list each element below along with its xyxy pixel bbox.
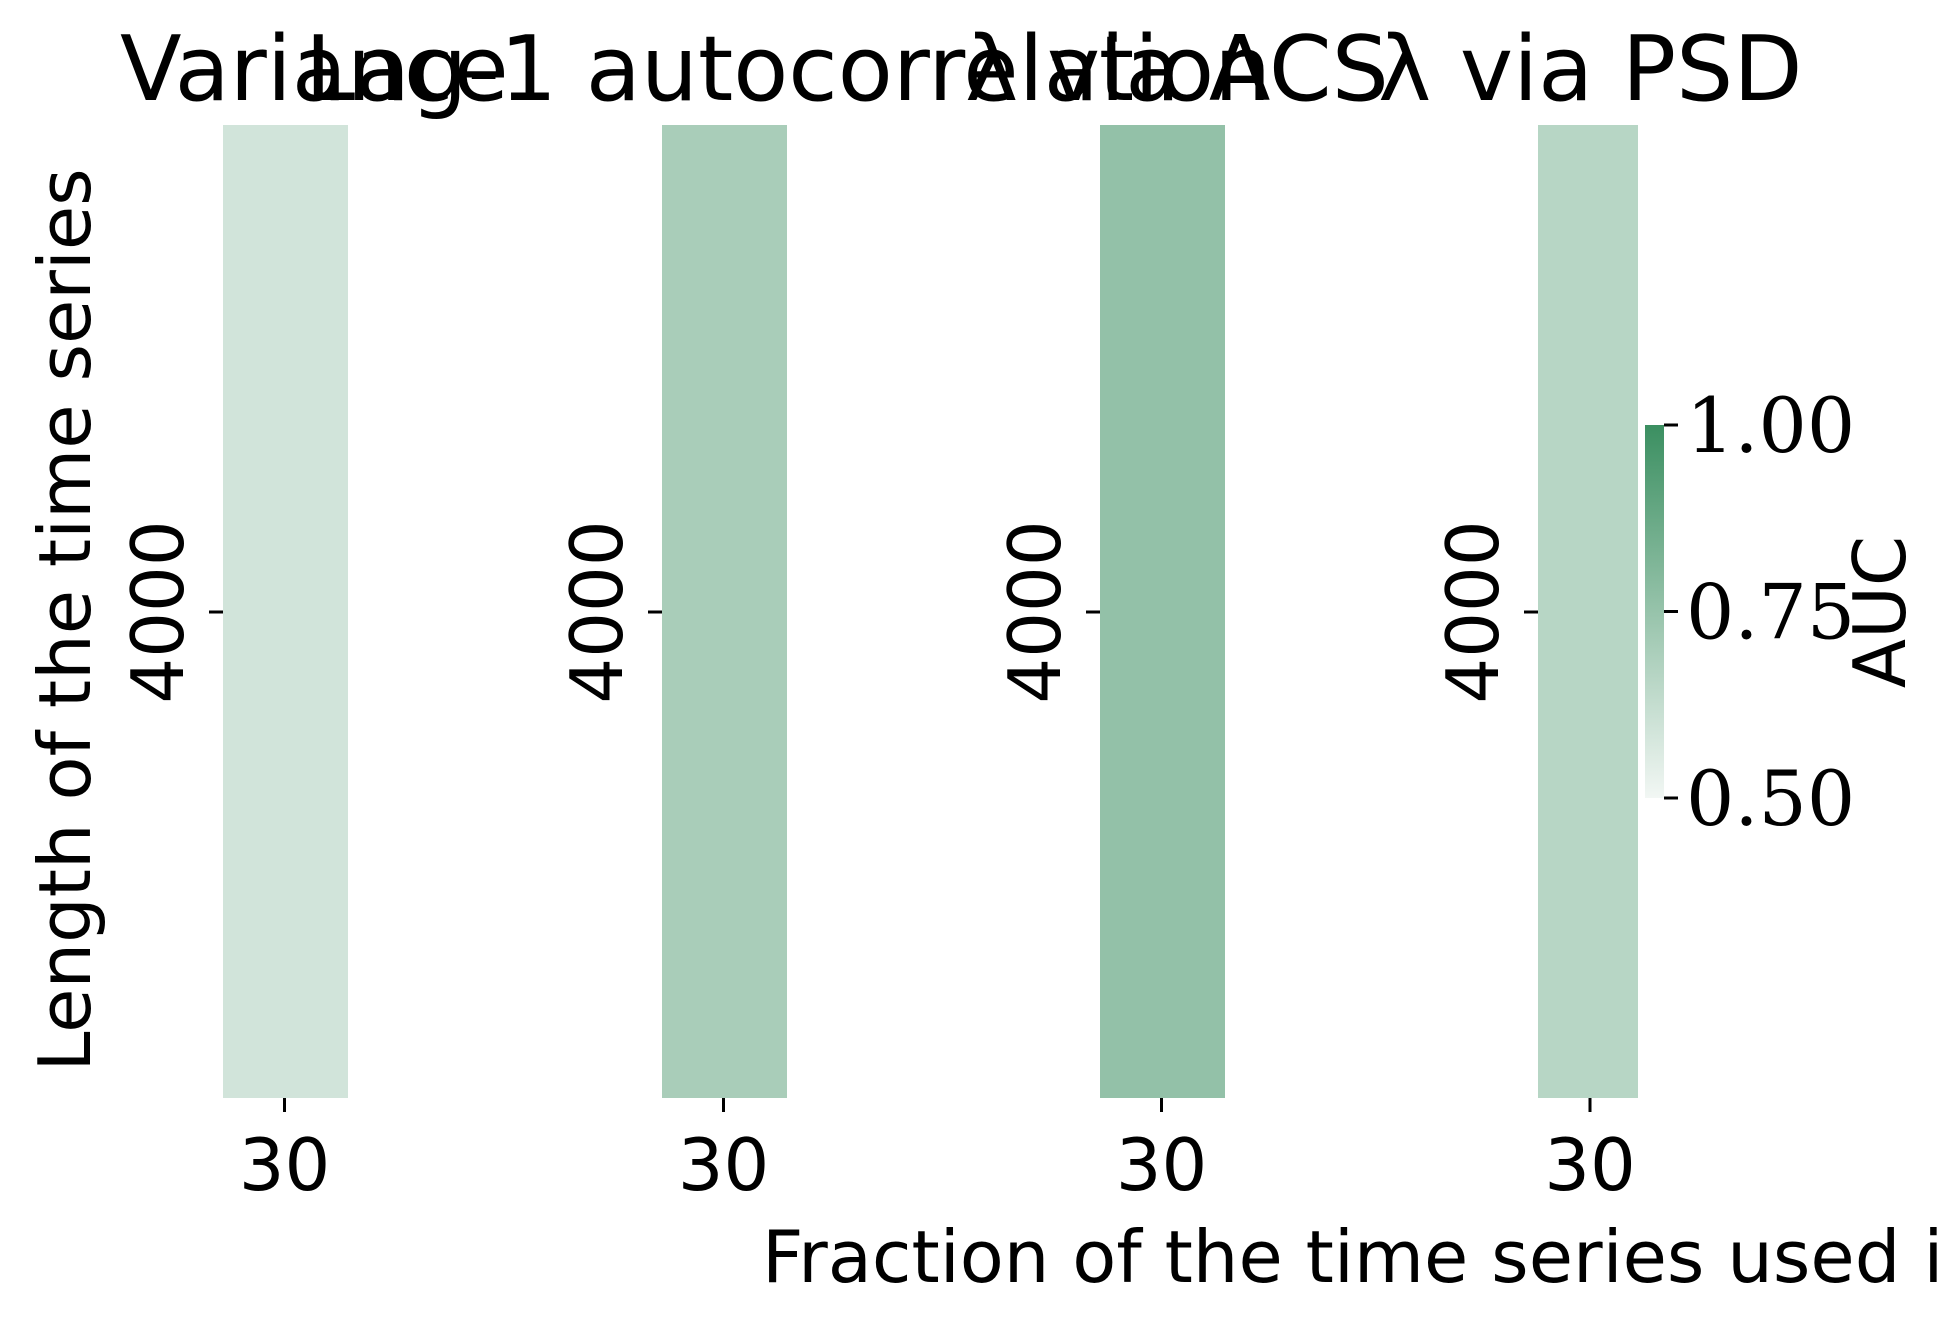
heatmap-cell xyxy=(223,125,348,1098)
y-tick-label: 4000 xyxy=(116,520,200,703)
heatmap-cell xyxy=(1538,125,1638,1098)
x-tick-label: 30 xyxy=(1544,1123,1636,1207)
panel-title: λ via ACS xyxy=(965,17,1389,122)
colorbar-tick-label: 1.00 xyxy=(1686,381,1855,470)
x-tick-label: 30 xyxy=(239,1123,331,1207)
y-tick-label: 4000 xyxy=(555,520,639,703)
x-tick-label: 30 xyxy=(678,1123,770,1207)
heatmap-cell xyxy=(662,125,787,1098)
heatmap-panel-1: Variance 4000 30 xyxy=(116,17,509,1207)
colorbar-gradient xyxy=(1645,425,1664,798)
panel-title: Variance xyxy=(120,17,509,122)
y-tick-label: 4000 xyxy=(993,520,1077,703)
colorbar-label: AUC xyxy=(1838,536,1922,688)
panel-title: λ via PSD xyxy=(1378,17,1803,122)
y-tick-label: 4000 xyxy=(1431,520,1515,703)
x-tick-label: 30 xyxy=(1116,1123,1208,1207)
panel-title: Lag-1 autocorrelation xyxy=(305,17,1271,122)
colorbar-tick-label: 0.50 xyxy=(1686,754,1855,843)
x-axis-label: Fraction of the time series used in es xyxy=(762,1215,1949,1299)
heatmap-panel-4: λ via PSD 4000 30 xyxy=(1378,17,1803,1207)
y-axis-label: Length of the time series xyxy=(23,168,107,1071)
colorbar: 0.50 0.75 1.00 AUC xyxy=(1645,381,1922,843)
heatmap-cell xyxy=(1100,125,1225,1098)
heatmap-panel-2: Lag-1 autocorrelation 4000 30 xyxy=(305,17,1271,1207)
colorbar-tick-label: 0.75 xyxy=(1686,568,1855,657)
heatmap-panel-3: λ via ACS 4000 30 xyxy=(965,17,1389,1207)
